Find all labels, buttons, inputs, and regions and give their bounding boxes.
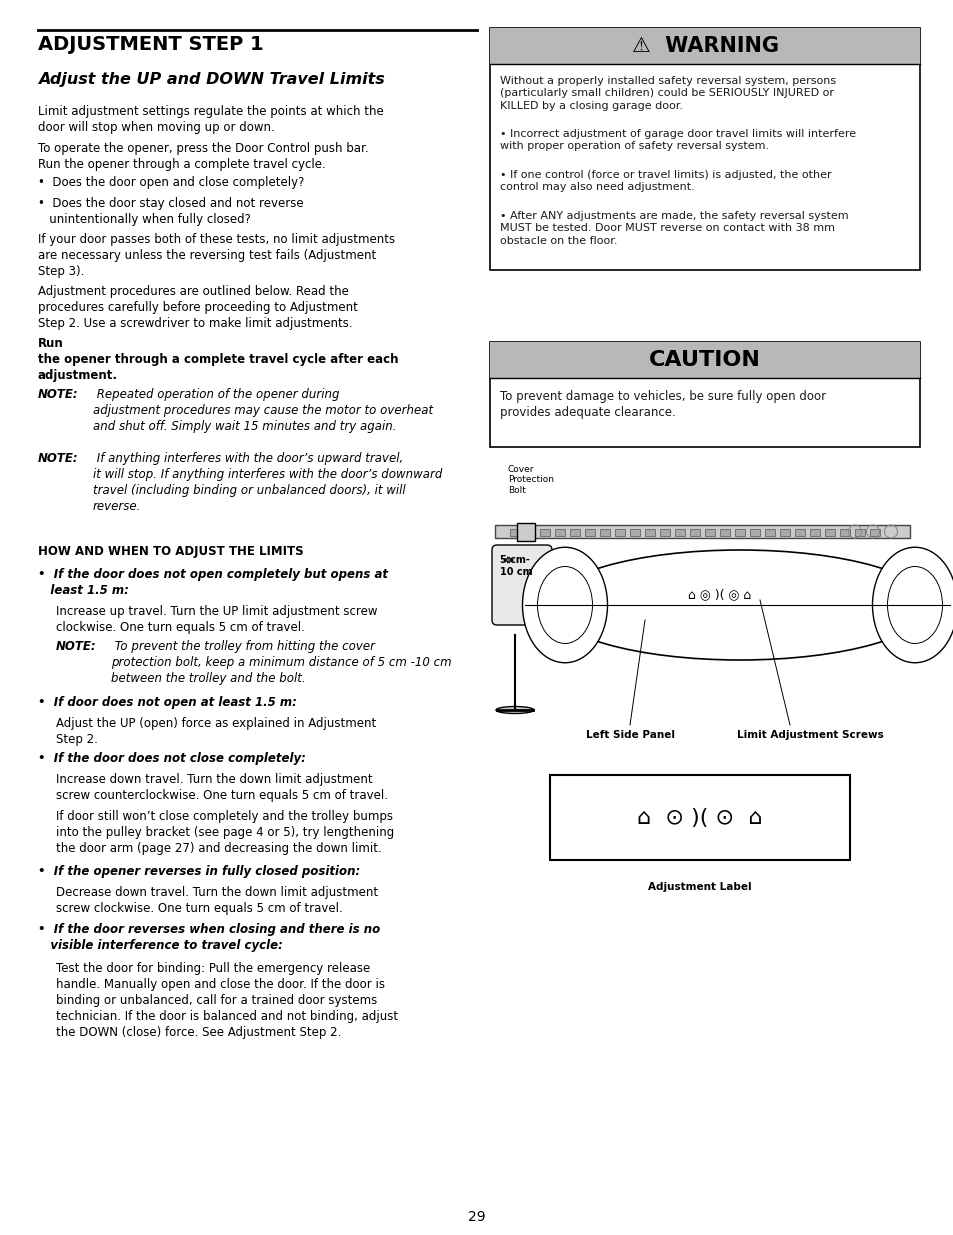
Ellipse shape [537,567,592,643]
Text: ⌂ ◎ )( ◎ ⌂: ⌂ ◎ )( ◎ ⌂ [688,589,751,601]
Text: NOTE:: NOTE: [38,452,78,466]
Bar [539,529,550,536]
Text: To operate the opener, press the Door Control push bar.
Run the opener through a: To operate the opener, press the Door Co… [38,142,368,170]
Text: Adjustment Label: Adjustment Label [647,882,751,892]
Text: Left Side Panel: Left Side Panel [585,730,674,740]
Bar [550,776,849,860]
Bar [490,28,919,270]
Ellipse shape [496,706,534,714]
Bar [659,529,669,536]
Text: CAUTION: CAUTION [648,350,760,370]
Bar [629,529,639,536]
Text: • After ANY adjustments are made, the safety reversal system
MUST be tested. Doo: • After ANY adjustments are made, the sa… [499,211,848,246]
Text: If door still won’t close completely and the trolley bumps
into the pulley brack: If door still won’t close completely and… [56,810,394,855]
FancyBboxPatch shape [492,545,552,625]
Text: Decrease down travel. Turn the down limit adjustment
screw clockwise. One turn e: Decrease down travel. Turn the down limi… [56,885,377,915]
Bar [584,529,595,536]
Text: 29: 29 [468,1210,485,1224]
Bar [517,522,535,541]
Text: Repeated operation of the opener during
adjustment procedures may cause the moto: Repeated operation of the opener during … [92,388,433,433]
Text: Test the door for binding: Pull the emergency release
handle. Manually open and : Test the door for binding: Pull the emer… [56,962,397,1039]
Bar [495,525,909,538]
Bar [720,529,729,536]
Ellipse shape [886,567,942,643]
Bar [840,529,849,536]
Text: Increase down travel. Turn the down limit adjustment
screw counterclockwise. One: Increase down travel. Turn the down limi… [56,773,388,802]
Bar [524,529,535,536]
Bar [510,529,519,536]
Text: ⚠  WARNING: ⚠ WARNING [631,36,778,56]
Ellipse shape [550,550,929,659]
Text: Adjust the UP and DOWN Travel Limits: Adjust the UP and DOWN Travel Limits [38,72,384,86]
Text: Run
the opener through a complete travel cycle after each
adjustment.: Run the opener through a complete travel… [38,337,398,382]
Text: •  Does the door stay closed and not reverse
   unintentionally when fully close: • Does the door stay closed and not reve… [38,198,303,226]
Text: •  If the door does not open completely but opens at
   least 1.5 m:: • If the door does not open completely b… [38,568,388,597]
Text: ⌂  ⊙ )( ⊙  ⌂: ⌂ ⊙ )( ⊙ ⌂ [637,808,762,827]
Bar [689,529,700,536]
Bar [490,342,919,378]
Bar [599,529,609,536]
Text: Adjustment procedures are outlined below. Read the
procedures carefully before p: Adjustment procedures are outlined below… [38,285,357,330]
Text: • If one control (force or travel limits) is adjusted, the other
control may als: • If one control (force or travel limits… [499,170,831,193]
Bar [644,529,655,536]
Text: •  If the opener reverses in fully closed position:: • If the opener reverses in fully closed… [38,864,360,878]
Text: Limit Adjustment Screws: Limit Adjustment Screws [736,730,882,740]
Text: If your door passes both of these tests, no limit adjustments
are necessary unle: If your door passes both of these tests,… [38,233,395,278]
Bar [555,529,564,536]
Ellipse shape [522,547,607,663]
Text: To prevent the trolley from hitting the cover
protection bolt, keep a minimum di: To prevent the trolley from hitting the … [111,640,451,685]
Bar [490,28,919,64]
Bar [615,529,624,536]
Text: •  If door does not open at least 1.5 m:: • If door does not open at least 1.5 m: [38,697,296,709]
Bar [749,529,760,536]
Bar [734,529,744,536]
Text: To prevent damage to vehicles, be sure fully open door
provides adequate clearan: To prevent damage to vehicles, be sure f… [499,390,825,419]
Text: ADJUSTMENT STEP 1: ADJUSTMENT STEP 1 [38,35,263,54]
Text: 5 cm-
10 cm: 5 cm- 10 cm [499,555,532,577]
Bar [704,529,714,536]
Text: • Incorrect adjustment of garage door travel limits will interfere
with proper o: • Incorrect adjustment of garage door tr… [499,128,855,152]
Bar [824,529,834,536]
Bar [794,529,804,536]
Text: If anything interferes with the door’s upward travel,
it will stop. If anything : If anything interferes with the door’s u… [92,452,442,513]
Text: •  Does the door open and close completely?: • Does the door open and close completel… [38,177,304,189]
Bar [780,529,789,536]
Text: Adjust the UP (open) force as explained in Adjustment
Step 2.: Adjust the UP (open) force as explained … [56,718,375,746]
Text: •  If the door does not close completely:: • If the door does not close completely: [38,752,306,764]
Bar [809,529,820,536]
Text: NOTE:: NOTE: [38,388,78,401]
Bar [569,529,579,536]
Text: HOW AND WHEN TO ADJUST THE LIMITS: HOW AND WHEN TO ADJUST THE LIMITS [38,545,303,558]
Text: Increase up travel. Turn the UP limit adjustment screw
clockwise. One turn equal: Increase up travel. Turn the UP limit ad… [56,605,377,634]
Text: Cover
Protection
Bolt: Cover Protection Bolt [507,466,554,495]
Ellipse shape [872,547,953,663]
Bar [675,529,684,536]
Text: Limit adjustment settings regulate the points at which the
door will stop when m: Limit adjustment settings regulate the p… [38,105,383,135]
Bar [869,529,879,536]
Text: NOTE:: NOTE: [56,640,96,653]
Text: •  If the door reverses when closing and there is no
   visible interference to : • If the door reverses when closing and … [38,923,380,952]
Bar [764,529,774,536]
Text: Without a properly installed safety reversal system, persons
(particularly small: Without a properly installed safety reve… [499,77,835,111]
Bar [490,342,919,447]
Bar [854,529,864,536]
